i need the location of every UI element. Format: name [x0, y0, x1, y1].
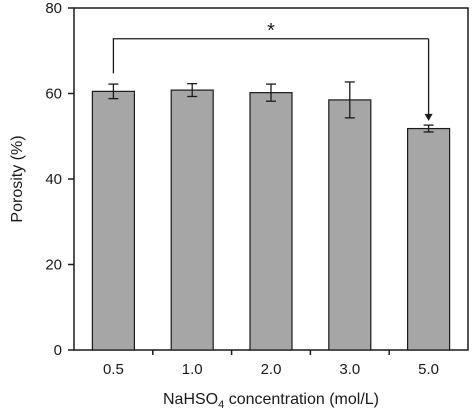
y-tick-label: 40 — [45, 171, 62, 188]
bar — [170, 89, 214, 351]
x-axis-title-rest: concentration (mol/L) — [224, 391, 379, 408]
x-tick-label: 2.0 — [261, 361, 282, 378]
x-axis-title-main: NaHSO — [163, 391, 218, 408]
x-tick-label: 5.0 — [418, 361, 439, 378]
x-axis-title: NaHSO4 concentration (mol/L) — [163, 391, 379, 411]
bar — [328, 99, 372, 351]
significance-bracket: * — [112, 20, 433, 121]
x-tick-label: 3.0 — [339, 361, 360, 378]
y-tick-label: 0 — [54, 342, 62, 359]
x-tick-label: 1.0 — [182, 361, 203, 378]
bracket-arrowhead — [424, 113, 433, 121]
y-tick-label: 60 — [45, 86, 62, 103]
y-tick-label: 20 — [45, 257, 62, 274]
significance-marker: * — [267, 20, 275, 42]
bar — [249, 92, 293, 351]
error-bars — [108, 81, 434, 133]
y-axis-title: Porosity (%) — [9, 135, 26, 222]
y-tick-label: 80 — [45, 0, 62, 17]
bracket-line — [112, 38, 429, 74]
bars — [91, 89, 451, 351]
x-axis-title-subscript: 4 — [218, 399, 224, 411]
y-axis: 0 20 40 60 80 — [45, 0, 74, 359]
bar — [407, 127, 451, 351]
bar — [91, 90, 136, 351]
x-tick-label: 0.5 — [103, 361, 124, 378]
x-axis: 0.5 1.0 2.0 3.0 5.0 — [103, 350, 439, 378]
